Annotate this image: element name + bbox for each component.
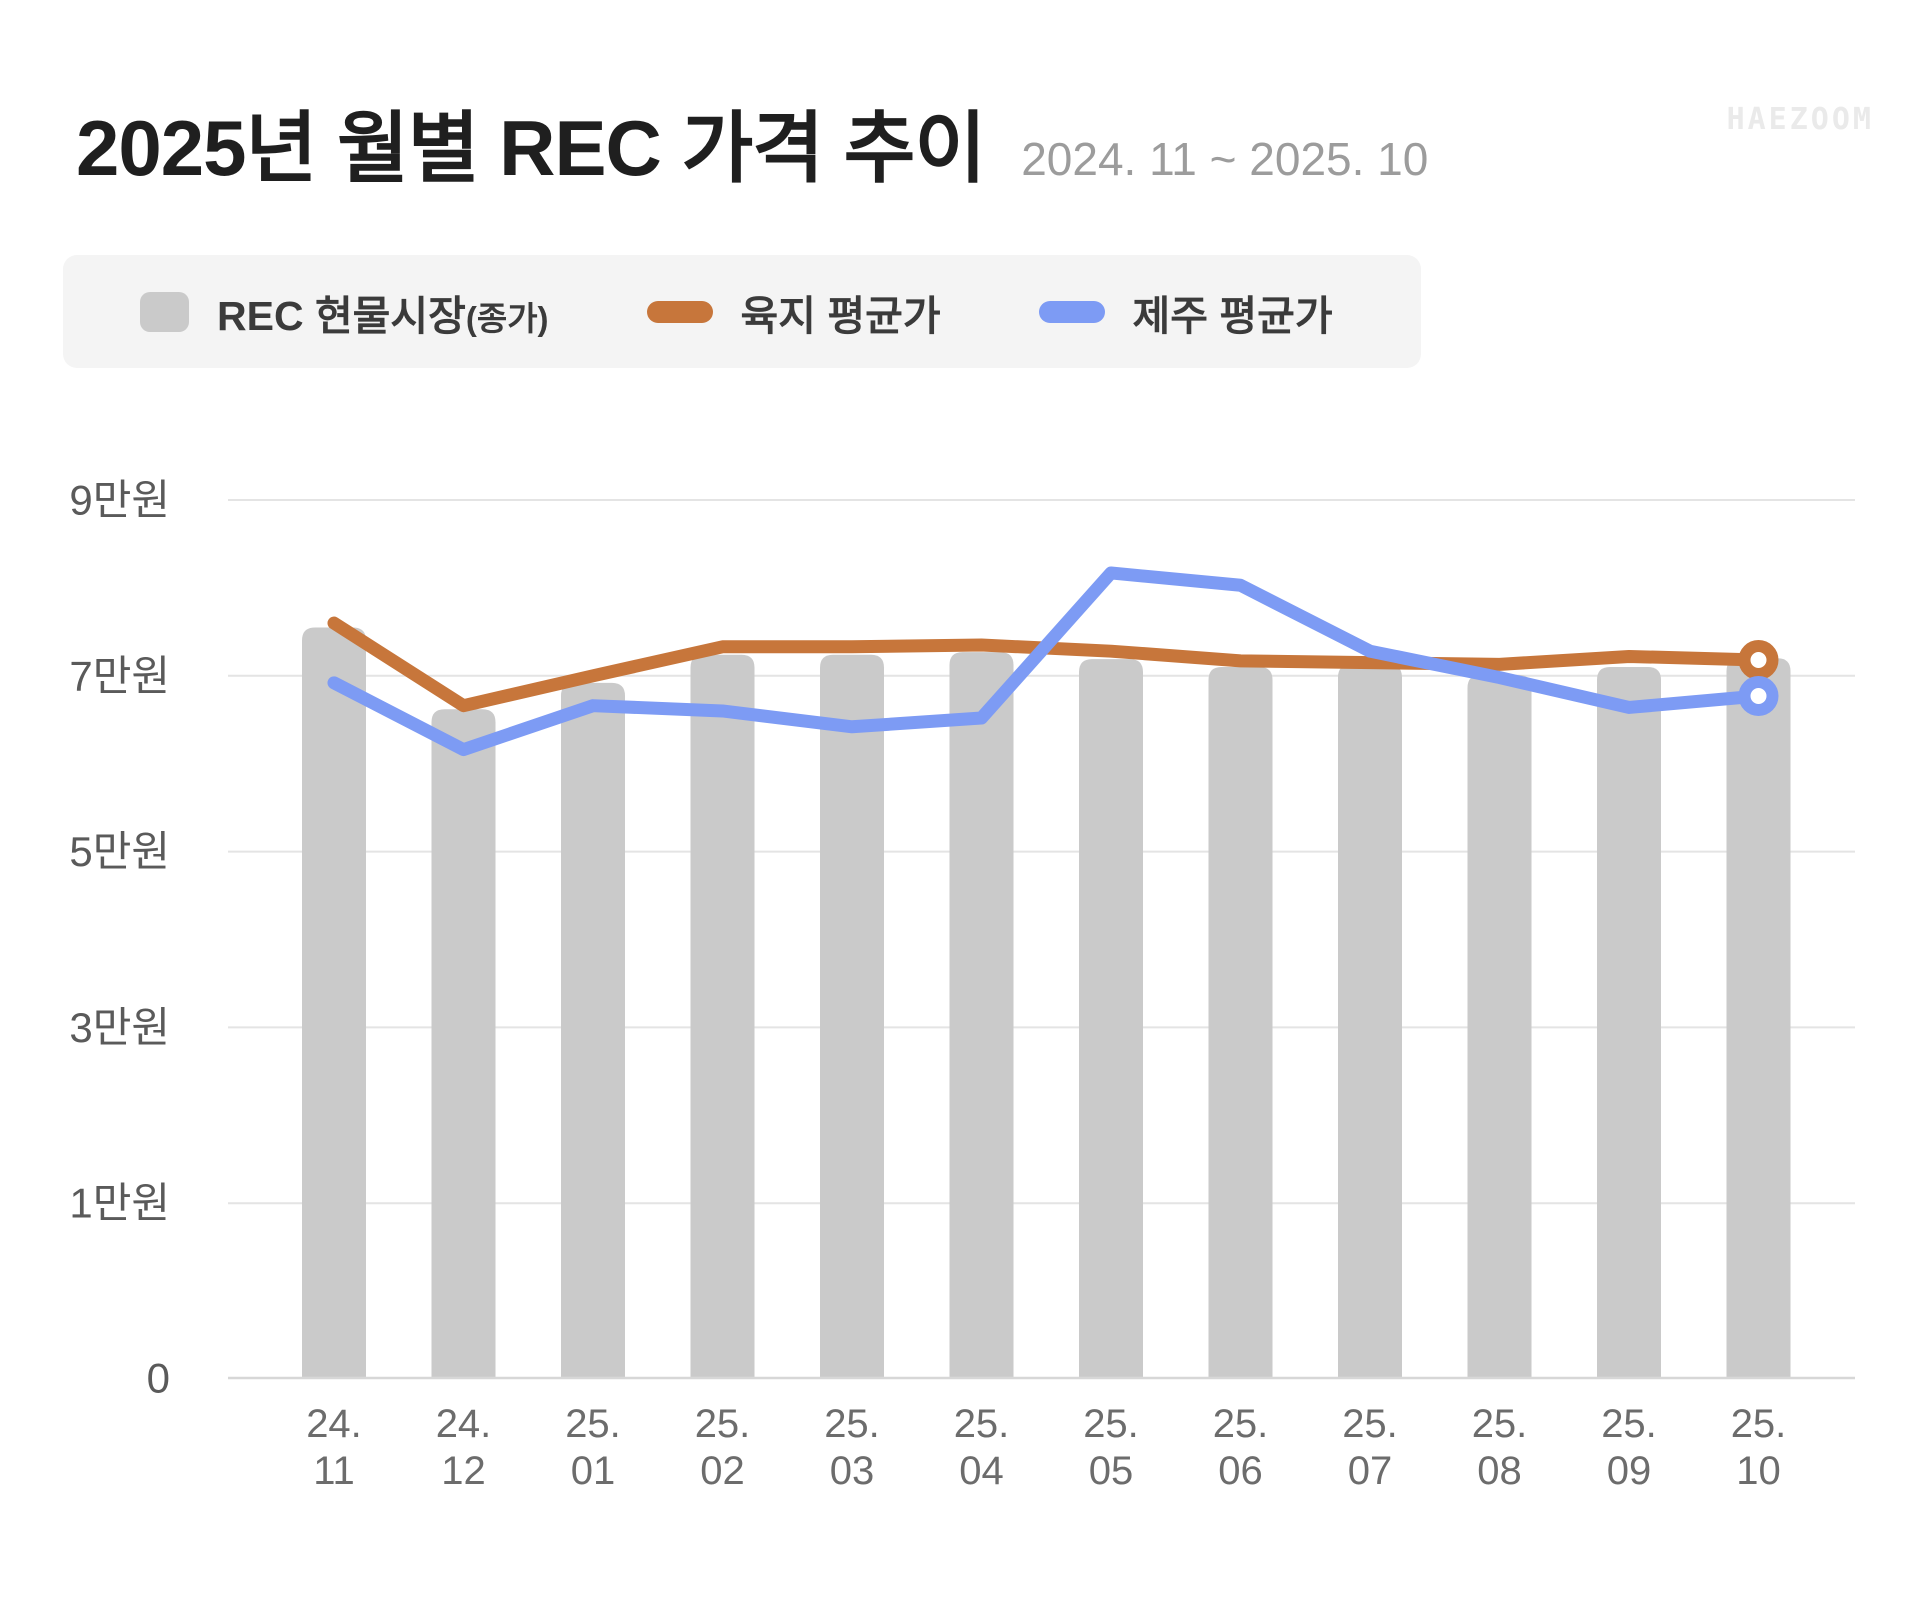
legend-item-mainland-avg: 육지 평균가	[646, 282, 941, 342]
bar-25-07	[1338, 664, 1402, 1378]
end-marker-jeju-avg	[1738, 676, 1779, 717]
line-swatch-icon	[646, 300, 713, 323]
legend-label: 육지 평균가	[740, 292, 941, 339]
date-range-subtitle: 2024. 11 ~ 2025. 10	[1021, 133, 1429, 185]
legend-label: REC 현물시장(종가)	[217, 292, 549, 339]
header: 2025년 월별 REC 가격 추이 2024. 11 ~ 2025. 10	[76, 86, 1428, 198]
x-tick-label-month: 02	[700, 1449, 745, 1493]
bar-25-01	[561, 682, 625, 1378]
bar-25-06	[1208, 667, 1273, 1378]
bar-25-05	[1079, 659, 1143, 1378]
bar-25-02	[690, 654, 755, 1378]
y-tick-label: 1만원	[69, 1180, 170, 1227]
y-tick-label: 3만원	[69, 1004, 170, 1051]
bar-25-03	[820, 654, 884, 1378]
x-tick-label-year: 25.	[1342, 1402, 1398, 1446]
y-tick-label: 9만원	[69, 477, 170, 524]
x-tick-label-year: 25.	[1601, 1402, 1657, 1446]
legend-label: 제주 평균가	[1132, 292, 1333, 339]
line-swatch-icon	[1038, 300, 1105, 323]
x-tick-label-month: 03	[830, 1449, 875, 1493]
x-tick-label-year: 25.	[954, 1402, 1010, 1446]
bar-24-11	[302, 627, 366, 1378]
x-tick-label-year: 24.	[306, 1402, 362, 1446]
x-tick-label-year: 25.	[695, 1402, 751, 1446]
x-tick-label-month: 06	[1218, 1449, 1263, 1493]
bar-swatch-icon	[140, 291, 189, 332]
x-tick-label-year: 25.	[1472, 1402, 1528, 1446]
x-tick-label-month: 11	[313, 1449, 355, 1493]
y-tick-label: 7만원	[69, 652, 170, 699]
x-tick-label-month: 05	[1089, 1449, 1134, 1493]
legend-item-jeju-avg: 제주 평균가	[1038, 282, 1333, 342]
end-marker-mainland-avg	[1738, 639, 1779, 680]
y-tick-label: 0	[147, 1355, 170, 1402]
x-tick-label-year: 25.	[824, 1402, 880, 1446]
page-title: 2025년 월별 REC 가격 추이	[76, 104, 986, 192]
x-tick-label-year: 25.	[1213, 1402, 1269, 1446]
x-tick-label-month: 07	[1348, 1449, 1393, 1493]
legend-item-rec-spot: REC 현물시장(종가)	[140, 282, 549, 342]
bar-25-09	[1597, 667, 1661, 1378]
bar-25-04	[949, 652, 1014, 1378]
x-tick-label-month: 08	[1477, 1449, 1522, 1493]
x-tick-label-year: 25.	[1731, 1402, 1787, 1446]
x-tick-label-year: 25.	[565, 1402, 621, 1446]
bar-25-10	[1726, 658, 1791, 1378]
chart-legend: REC 현물시장(종가) 육지 평균가 제주 평균가	[63, 255, 1421, 368]
x-tick-label-month: 04	[959, 1449, 1004, 1493]
y-tick-label: 5만원	[69, 828, 170, 875]
x-tick-label-year: 25.	[1083, 1402, 1139, 1446]
haezoom-logo: HAEZOOM	[1726, 102, 1874, 137]
x-tick-label-year: 24.	[436, 1402, 492, 1446]
x-tick-label-month: 10	[1736, 1449, 1781, 1493]
bar-25-08	[1467, 674, 1532, 1378]
x-tick-label-month: 01	[571, 1449, 616, 1493]
x-tick-label-month: 12	[441, 1449, 486, 1493]
bar-24-12	[431, 709, 496, 1378]
line-series-jeju-avg	[327, 566, 1765, 757]
x-tick-label-month: 09	[1607, 1449, 1652, 1493]
